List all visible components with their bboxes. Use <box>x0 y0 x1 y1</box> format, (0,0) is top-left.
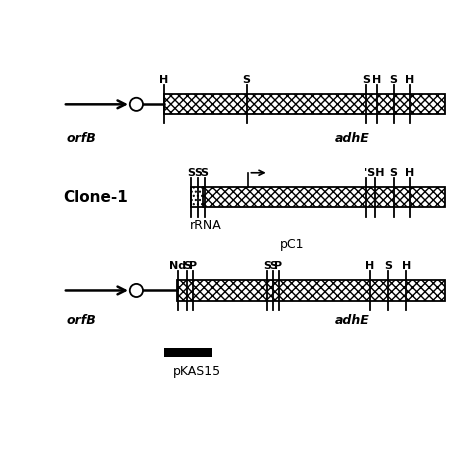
Text: pKAS15: pKAS15 <box>173 365 221 378</box>
Text: rRNA: rRNA <box>190 219 221 232</box>
Bar <box>177 281 445 301</box>
Circle shape <box>130 98 143 111</box>
Bar <box>164 94 445 114</box>
Text: S: S <box>390 75 398 85</box>
Text: orfB: orfB <box>66 132 96 145</box>
Text: S: S <box>194 168 202 178</box>
Text: P: P <box>189 261 197 271</box>
Text: H: H <box>373 75 382 85</box>
Text: 'SH: 'SH <box>364 168 384 178</box>
Text: Clone-1: Clone-1 <box>63 190 128 205</box>
Text: S: S <box>243 75 251 85</box>
Bar <box>202 187 445 208</box>
Text: orfB: orfB <box>66 314 96 327</box>
Text: S: S <box>201 168 209 178</box>
Text: S: S <box>188 168 195 178</box>
Text: S: S <box>269 261 277 271</box>
Text: adhE: adhE <box>335 314 370 327</box>
Text: pC1: pC1 <box>280 237 304 251</box>
Text: Nd: Nd <box>169 261 186 271</box>
Bar <box>191 187 204 208</box>
Text: adhE: adhE <box>335 132 370 145</box>
Text: S: S <box>263 261 271 271</box>
Text: P: P <box>274 261 283 271</box>
Text: H: H <box>159 75 169 85</box>
Text: H: H <box>405 168 415 178</box>
Bar <box>164 348 212 356</box>
Text: H: H <box>402 261 411 271</box>
Circle shape <box>130 284 143 297</box>
Text: S: S <box>183 261 191 271</box>
Text: S: S <box>390 168 398 178</box>
Text: H: H <box>365 261 374 271</box>
Text: S: S <box>362 75 370 85</box>
Text: H: H <box>405 75 415 85</box>
Text: S: S <box>384 261 392 271</box>
